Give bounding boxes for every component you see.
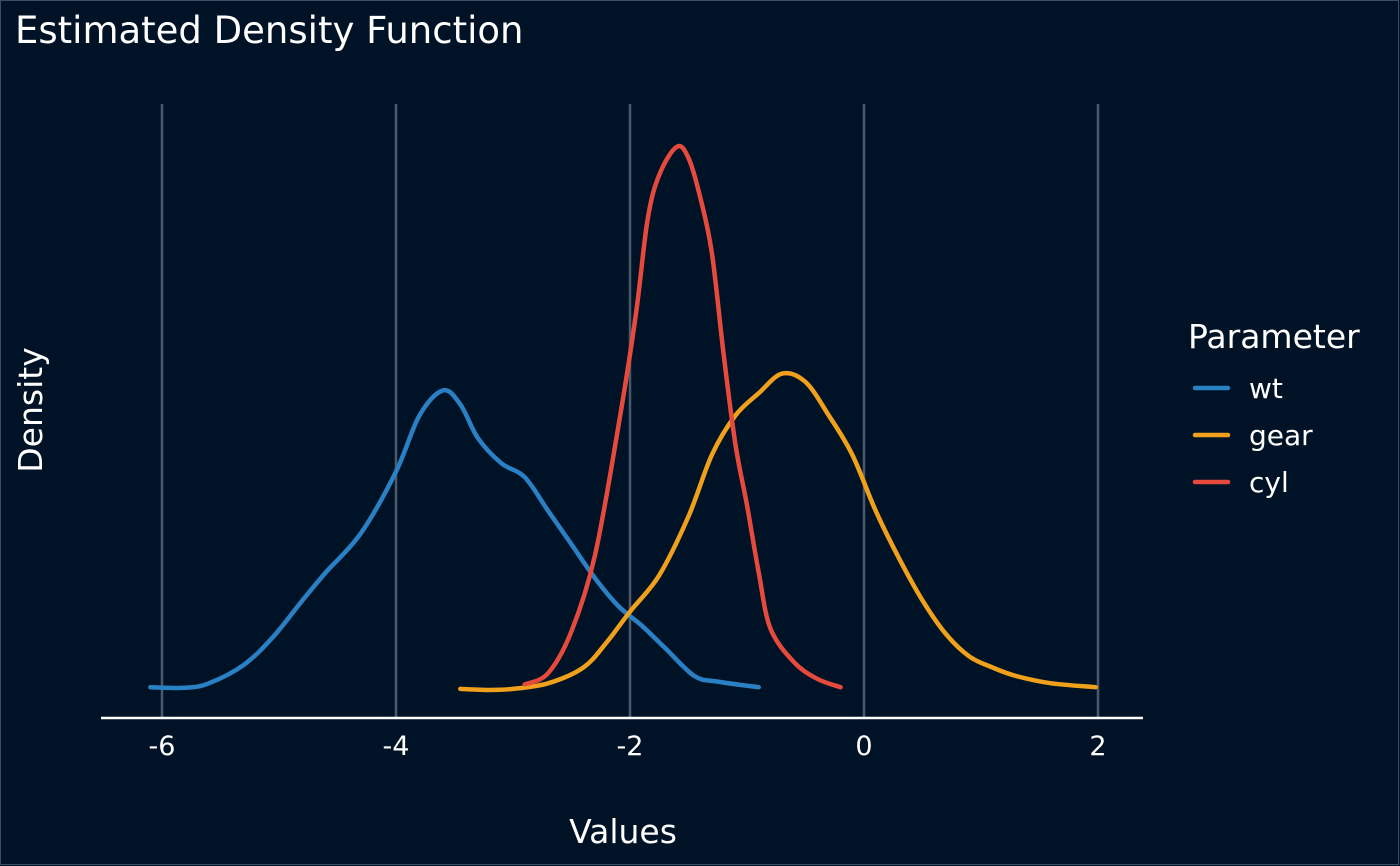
x-tick-label: -2 <box>617 731 644 762</box>
x-tick-label: 2 <box>1089 731 1106 762</box>
legend: Parameter wt gear cyl <box>1188 317 1360 499</box>
x-axis-ticks: -6 -4 -2 0 2 <box>149 731 1107 762</box>
density-curve-gear <box>458 370 1098 693</box>
legend-label-gear: gear <box>1249 419 1313 452</box>
density-curve-wt <box>148 387 761 691</box>
y-axis-title: Density <box>11 347 50 472</box>
legend-label-cyl: cyl <box>1249 466 1289 499</box>
legend-title: Parameter <box>1188 317 1360 356</box>
gridlines <box>160 104 1100 718</box>
x-tick-label: -4 <box>383 731 410 762</box>
legend-label-wt: wt <box>1249 372 1283 405</box>
density-curves <box>148 143 1098 693</box>
x-tick-label: -6 <box>149 731 176 762</box>
x-tick-label: 0 <box>855 731 872 762</box>
x-axis-title: Values <box>569 812 677 851</box>
legend-items: wt gear cyl <box>1192 372 1313 499</box>
chart-title: Estimated Density Function <box>15 9 523 52</box>
density-curve-cyl <box>522 143 843 690</box>
